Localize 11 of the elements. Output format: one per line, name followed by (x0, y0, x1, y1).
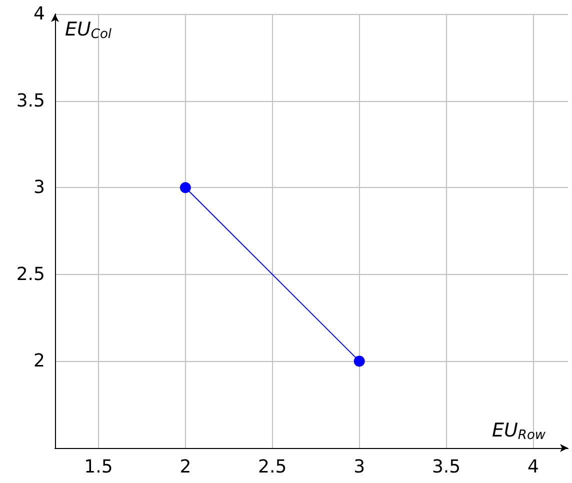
y-tick-label: 2.5 (16, 264, 45, 285)
x-tick-label: 1.5 (84, 456, 113, 478)
x-tick-label: 3 (354, 456, 366, 478)
y-tick-label: 2 (34, 350, 45, 372)
y-tick-label: 3 (34, 177, 45, 198)
x-tick-label: 3.5 (432, 456, 461, 478)
y-tick-label: 4 (34, 4, 45, 24)
x-tick-label: 2.5 (258, 456, 287, 478)
x-tick-label: 2 (180, 456, 192, 478)
x-tick-label: 4 (527, 456, 539, 478)
y-tick-label: 3.5 (16, 90, 45, 112)
